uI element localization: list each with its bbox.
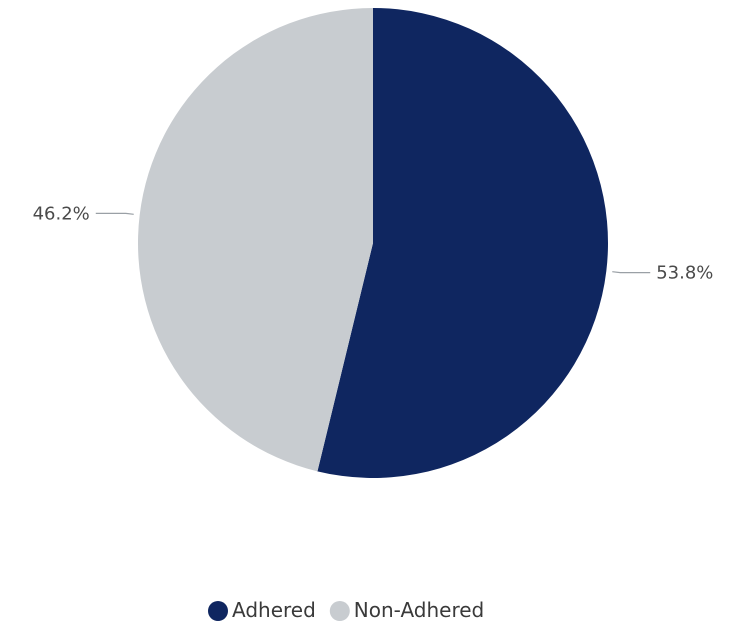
pie-slice-adhered (317, 8, 608, 479)
data-label: 53.8% (656, 263, 713, 284)
legend-label: Non-Adhered (354, 598, 484, 622)
data-label: 46.2% (33, 203, 90, 224)
leader-line (95, 212, 134, 215)
legend-marker (329, 601, 350, 621)
legend-item: Adhered (208, 598, 316, 622)
legend-item: Non-Adhered (329, 598, 484, 622)
pie-slice-non-adhered (137, 8, 373, 472)
pie-slices (137, 8, 608, 479)
data-label-leaders (95, 212, 651, 274)
leader-line (612, 271, 651, 274)
legend-marker (208, 601, 228, 621)
legend-label: Adhered (232, 598, 316, 622)
legend: Adhered Non-Adhered (208, 598, 484, 622)
data-labels: 53.8% 46.2% (33, 203, 714, 283)
